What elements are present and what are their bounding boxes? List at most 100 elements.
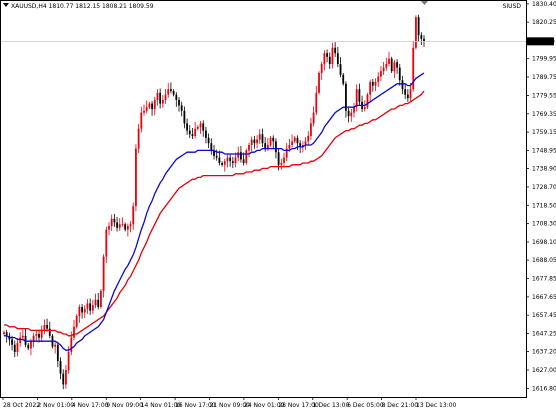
candle-body [334,47,337,54]
price-tick-label: 1759.15 [532,129,556,136]
candle-body [256,139,258,144]
price-tick-label: 1677.85 [532,275,556,282]
candle [148,101,151,109]
candle [218,150,221,166]
candle-body [355,89,358,108]
candle [56,341,59,368]
candle-body [261,134,264,144]
candle-body [388,58,390,64]
candle [393,59,396,79]
candle [345,81,347,118]
candle-body [315,92,318,113]
candle-body [342,74,345,84]
candle [54,342,57,354]
candle [245,148,248,165]
candle-body [248,145,250,151]
candle [180,101,183,117]
candle-body [293,137,296,142]
candle-body [382,67,385,72]
candle-body [194,128,197,136]
candle [129,221,132,233]
candle-body [369,82,372,95]
candle [248,142,250,158]
candle [366,92,369,109]
candle-body [347,110,350,117]
candle [226,154,229,168]
candle-body [423,38,425,42]
candle [223,158,226,172]
candle-body [121,224,124,225]
candle-body [390,58,393,72]
triangle-down-icon[interactable] [421,1,428,5]
candle [256,135,258,149]
candle-body [13,344,16,352]
candle [175,92,178,107]
candle [328,52,331,69]
candle [242,152,245,166]
candle-body [126,226,129,230]
candle [191,127,194,140]
candle-body [129,224,132,226]
time-tick-label: 28 Nov 17:00 [278,402,319,409]
candle-body [310,123,312,136]
candle-body [213,150,215,156]
candle [293,136,296,144]
candle-body [108,226,110,230]
candle-body [140,112,143,129]
candle [164,89,167,104]
candle-body [420,35,423,39]
price-tick-label: 1830.40 [532,1,556,8]
candle [406,89,409,102]
candle-body [159,92,162,104]
candle-body [277,152,280,165]
candle-body [48,328,51,336]
ma-fast-line [4,72,425,351]
candle [73,319,75,341]
candle-body [318,73,320,93]
candle [221,161,223,167]
candle [350,108,353,122]
candle-body [401,80,404,90]
candle-body [56,344,59,361]
candle-body [156,92,159,100]
candle-body [328,56,331,64]
candle-body [21,335,24,338]
candle [16,338,19,357]
time-tick-label: 4 Nov 17:00 [72,402,109,409]
candle [24,328,27,348]
candle [420,32,423,46]
candle [113,213,116,227]
candle-body [363,107,366,109]
candle [27,343,30,351]
candle [65,365,67,389]
candle-body [272,137,275,142]
candle-body [409,89,412,99]
candle [342,73,345,86]
candle-body [371,82,374,86]
price-tick-label: 1738.90 [532,166,556,173]
candle-body [196,127,199,129]
candle [62,369,65,390]
candle-body [3,332,5,334]
candle-body [237,152,240,158]
time-tick-label: 6 Dec 05:00 [347,402,384,409]
candle-body [221,163,223,165]
candle [105,226,108,263]
candle-body [406,94,409,99]
candle-body [94,299,97,306]
candle-body [43,325,46,331]
candle-body [301,145,304,147]
time-tick-label: 21 Nov 09:00 [210,402,251,409]
time-tick-label: 2 Nov 01:00 [37,402,74,409]
candle [143,104,145,116]
candle-body [30,341,32,349]
candle [205,126,207,144]
price-axis[interactable]: 1830.40 1820.25 1799.95 1789.75 1779.55 1769.… [526,1,556,392]
candle [318,71,320,95]
candle-body [67,352,70,370]
candle-body [102,256,105,291]
candle [339,57,342,78]
candle-body [188,130,191,135]
